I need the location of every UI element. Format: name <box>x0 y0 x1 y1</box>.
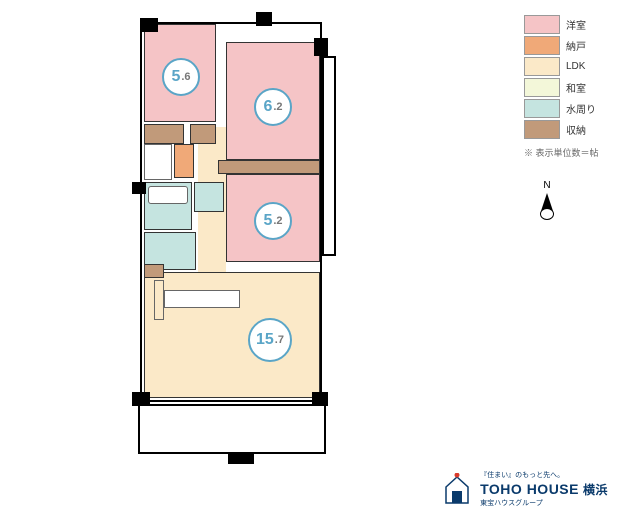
room-storage2 <box>144 124 184 144</box>
compass: N <box>532 180 562 220</box>
label-dec: .2 <box>273 101 282 113</box>
room-storage3 <box>190 124 216 144</box>
legend-item: 和室 <box>524 77 604 98</box>
room-toilet <box>194 182 224 212</box>
logo-tagline: 『住まい』のもっと先へ。 <box>480 470 608 480</box>
pillar <box>132 392 150 406</box>
label-int: 15 <box>256 331 274 349</box>
logo-main-text: TOHO HOUSE <box>480 481 579 497</box>
legend-swatch <box>524 99 560 118</box>
label-int: 5 <box>263 212 272 230</box>
compass-label: N <box>543 180 550 191</box>
logo-sub: 東宝ハウスグループ <box>480 498 608 508</box>
legend-item: 納戸 <box>524 35 604 56</box>
legend-label: 和室 <box>566 80 586 95</box>
pillar <box>256 12 272 26</box>
legend-item: LDK <box>524 56 604 77</box>
label-int: 5 <box>171 68 180 86</box>
kitchen-island <box>154 280 164 320</box>
legend-label: LDK <box>566 61 585 72</box>
legend-swatch <box>524 15 560 34</box>
pillar <box>132 182 146 194</box>
compass-circle-icon <box>540 208 554 220</box>
label-dec: .7 <box>275 334 284 346</box>
pillar <box>312 392 328 406</box>
legend-item: 収納 <box>524 119 604 140</box>
legend-label: 水周り <box>566 101 596 116</box>
label-bedroom3: 5.2 <box>254 202 292 240</box>
label-dec: .6 <box>181 71 190 83</box>
legend-swatch <box>524 120 560 139</box>
legend-swatch <box>524 36 560 55</box>
logo-region: 横浜 <box>583 483 608 497</box>
legend-label: 納戸 <box>566 38 586 53</box>
kitchen-counter <box>164 290 240 308</box>
balcony-east <box>322 56 336 256</box>
pillar <box>314 38 328 56</box>
legend-note: ※ 表示単位数＝帖 <box>524 146 604 159</box>
label-bedroom2: 6.2 <box>254 88 292 126</box>
legend-label: 収納 <box>566 122 586 137</box>
legend-item: 洋室 <box>524 14 604 35</box>
room-nando <box>174 144 194 178</box>
legend-item: 水周り <box>524 98 604 119</box>
label-dec: .2 <box>273 215 282 227</box>
logo-main: TOHO HOUSE 横浜 <box>480 481 608 498</box>
logo-text: 『住まい』のもっと先へ。 TOHO HOUSE 横浜 東宝ハウスグループ <box>480 470 608 508</box>
brand-logo: 『住まい』のもっと先へ。 TOHO HOUSE 横浜 東宝ハウスグループ <box>442 470 608 508</box>
pillar <box>228 452 254 464</box>
room-storage4 <box>144 264 164 278</box>
label-bedroom1: 5.6 <box>162 58 200 96</box>
legend-swatch <box>524 57 560 76</box>
pillar <box>140 18 158 32</box>
legend: 洋室 納戸 LDK 和室 水周り 収納 ※ 表示単位数＝帖 <box>524 14 604 159</box>
room-storage1 <box>218 160 320 174</box>
entry-area <box>144 144 172 180</box>
logo-mark-icon <box>442 473 472 505</box>
label-int: 6 <box>263 98 272 116</box>
legend-swatch <box>524 78 560 97</box>
balcony-south <box>138 404 326 454</box>
label-ldk: 15.7 <box>248 318 292 362</box>
legend-label: 洋室 <box>566 17 586 32</box>
bathtub <box>148 186 188 204</box>
floorplan: 5.6 6.2 5.2 15.7 <box>110 12 380 472</box>
